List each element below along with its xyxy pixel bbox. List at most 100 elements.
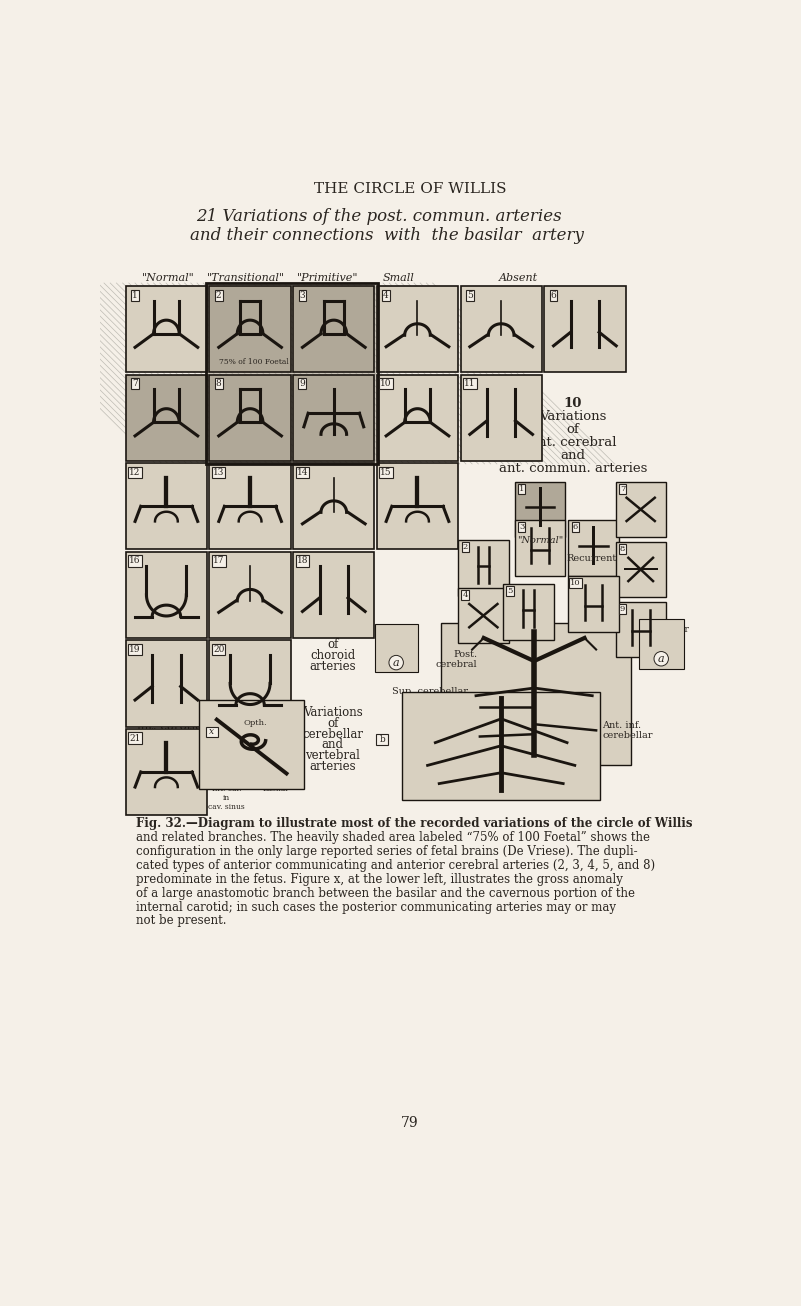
Text: x: x	[209, 727, 215, 737]
Text: arteries: arteries	[309, 760, 356, 773]
Text: Post. int.
cerebellar: Post. int. cerebellar	[427, 725, 477, 744]
Bar	[126, 551, 207, 637]
Text: not be present.: not be present.	[136, 914, 226, 927]
Text: 8: 8	[215, 379, 222, 388]
Text: cated types of anterior communicating and anterior cerebral arteries (2, 3, 4, 5: cated types of anterior communicating an…	[136, 859, 655, 872]
Text: Opth.: Opth.	[244, 720, 268, 727]
Text: 21: 21	[129, 734, 141, 743]
Text: a: a	[392, 658, 400, 667]
Bar	[207, 283, 377, 464]
Bar	[207, 283, 377, 464]
Text: basilar: basilar	[150, 742, 191, 755]
Bar	[376, 464, 458, 550]
Text: and: and	[322, 738, 344, 751]
Bar	[293, 286, 375, 372]
Text: b: b	[380, 735, 385, 744]
Text: a: a	[658, 654, 665, 663]
Text: 2: 2	[216, 291, 222, 300]
Text: vertebral: vertebral	[305, 750, 360, 763]
Text: of a large anastomotic branch between the basilar and the cavernous portion of t: of a large anastomotic branch between th…	[136, 887, 634, 900]
Text: arteries: arteries	[309, 660, 356, 673]
Bar	[615, 602, 666, 657]
Text: Int. auditory: Int. auditory	[406, 703, 469, 712]
Bar	[458, 588, 509, 644]
Text: chor: chor	[668, 624, 689, 633]
Text: of: of	[566, 423, 579, 436]
Bar	[515, 520, 566, 576]
Text: and: and	[561, 449, 586, 462]
Text: 1: 1	[132, 291, 138, 300]
Bar	[544, 286, 626, 372]
Text: Basilar: Basilar	[263, 785, 290, 793]
Bar	[376, 286, 458, 372]
Text: Choroid: Choroid	[378, 627, 415, 636]
Bar	[126, 640, 207, 726]
Bar	[568, 520, 618, 576]
Text: "Normal": "Normal"	[142, 273, 195, 283]
Text: 4: 4	[462, 590, 468, 599]
Text: Variations: Variations	[539, 410, 606, 423]
Bar	[293, 551, 375, 637]
Text: 75% of 100 Foetal: 75% of 100 Foetal	[219, 358, 289, 366]
Text: 19: 19	[129, 645, 141, 654]
Bar	[199, 700, 304, 789]
Text: 6: 6	[573, 524, 578, 532]
Text: 3: 3	[300, 291, 305, 300]
Text: THE CIRCLE OF WILLIS: THE CIRCLE OF WILLIS	[314, 182, 506, 196]
Bar	[458, 541, 509, 596]
Bar	[126, 286, 207, 372]
Bar	[638, 619, 684, 669]
Text: 14: 14	[296, 468, 308, 477]
Text: between: between	[144, 709, 195, 722]
Text: Absent: Absent	[499, 273, 538, 283]
Text: 10: 10	[564, 397, 582, 410]
Text: and related branches. The heavily shaded area labeled “75% of 100 Foetal” shows : and related branches. The heavily shaded…	[136, 831, 650, 844]
Text: of: of	[327, 639, 338, 652]
Text: 11: 11	[464, 379, 476, 388]
Bar	[209, 551, 291, 637]
Text: Ant.
Post.: Ant. Post.	[635, 624, 658, 644]
Bar	[515, 482, 566, 537]
Bar	[209, 375, 291, 461]
Text: "Primitive": "Primitive"	[296, 273, 358, 283]
Text: Fig. 32.—Diagram to illustrate most of the recorded variations of the circle of : Fig. 32.—Diagram to illustrate most of t…	[136, 818, 692, 831]
Text: internal carotid; in such cases the posterior communicating arteries may or may: internal carotid; in such cases the post…	[136, 901, 616, 913]
Text: Anastomosis: Anastomosis	[132, 699, 207, 712]
Text: 4: 4	[383, 291, 389, 300]
Text: ant. commun. arteries: ant. commun. arteries	[499, 462, 647, 475]
Text: 16: 16	[129, 556, 141, 565]
Bar	[402, 692, 600, 799]
Bar	[293, 464, 375, 550]
Text: 2: 2	[462, 543, 468, 551]
Text: "Transitional": "Transitional"	[207, 273, 285, 283]
Text: Variations: Variations	[303, 707, 363, 720]
Text: 7: 7	[132, 379, 138, 388]
Text: Ant. inf.
cerebellar: Ant. inf. cerebellar	[602, 721, 653, 741]
Bar	[568, 576, 618, 632]
Bar	[461, 375, 541, 461]
Text: of: of	[327, 717, 338, 730]
Text: 10: 10	[380, 379, 392, 388]
Bar	[615, 542, 666, 597]
Text: 6: 6	[550, 291, 557, 300]
Text: 13: 13	[213, 468, 224, 477]
Bar	[293, 375, 375, 461]
Text: Variations: Variations	[303, 628, 363, 641]
Text: int. carotid: int. carotid	[137, 720, 203, 733]
Text: and: and	[159, 731, 181, 744]
Text: 10: 10	[570, 580, 581, 588]
Bar	[126, 464, 207, 550]
Text: 5: 5	[507, 586, 513, 596]
Bar	[441, 623, 631, 765]
Text: 9: 9	[620, 605, 625, 613]
Text: Post.
cerebral: Post. cerebral	[436, 650, 477, 669]
Text: choroid: choroid	[310, 649, 356, 662]
Text: 9: 9	[300, 379, 305, 388]
Text: 79: 79	[401, 1117, 419, 1130]
Bar	[503, 584, 553, 640]
Bar	[209, 286, 291, 372]
Bar	[126, 729, 207, 815]
Text: Sup. cerebellar: Sup. cerebellar	[392, 687, 469, 696]
Text: ant. cerebral: ant. cerebral	[529, 436, 616, 449]
Text: 15: 15	[380, 468, 392, 477]
